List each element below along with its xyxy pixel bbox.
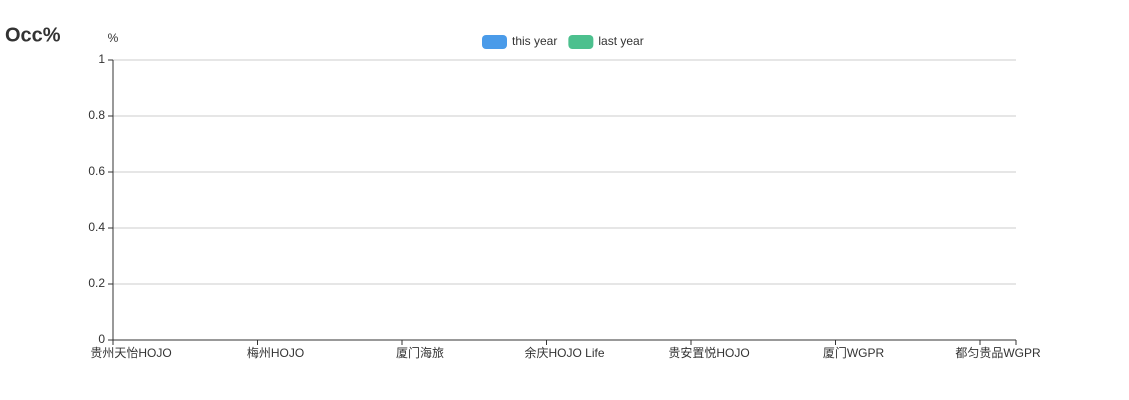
x-tick-label: 厦门WGPR (823, 345, 885, 360)
legend-swatch (482, 35, 507, 49)
y-tick-label: 0.8 (88, 108, 105, 122)
legend-swatch (568, 35, 594, 49)
y-tick-label: 1 (98, 52, 105, 66)
x-tick-label: 余庆HOJO Life (524, 345, 604, 360)
legend-label: last year (598, 34, 643, 48)
x-tick-label: 都匀贵品WGPR (955, 346, 1041, 360)
y-axis-label: % (108, 31, 119, 45)
chart-title: Occ% (5, 24, 61, 46)
x-tick-label: 梅州HOJO (247, 345, 304, 360)
y-tick-label: 0 (98, 332, 105, 346)
y-tick-label: 0.6 (88, 164, 105, 178)
y-tick-label: 0.2 (88, 276, 105, 290)
legend-label: this year (512, 34, 557, 48)
y-tick-label: 0.4 (88, 220, 105, 234)
x-tick-label: 贵州天怡HOJO (90, 346, 171, 360)
x-tick-label: 厦门海旅 (396, 345, 444, 360)
x-tick-label: 贵安置悦HOJO (668, 345, 749, 360)
